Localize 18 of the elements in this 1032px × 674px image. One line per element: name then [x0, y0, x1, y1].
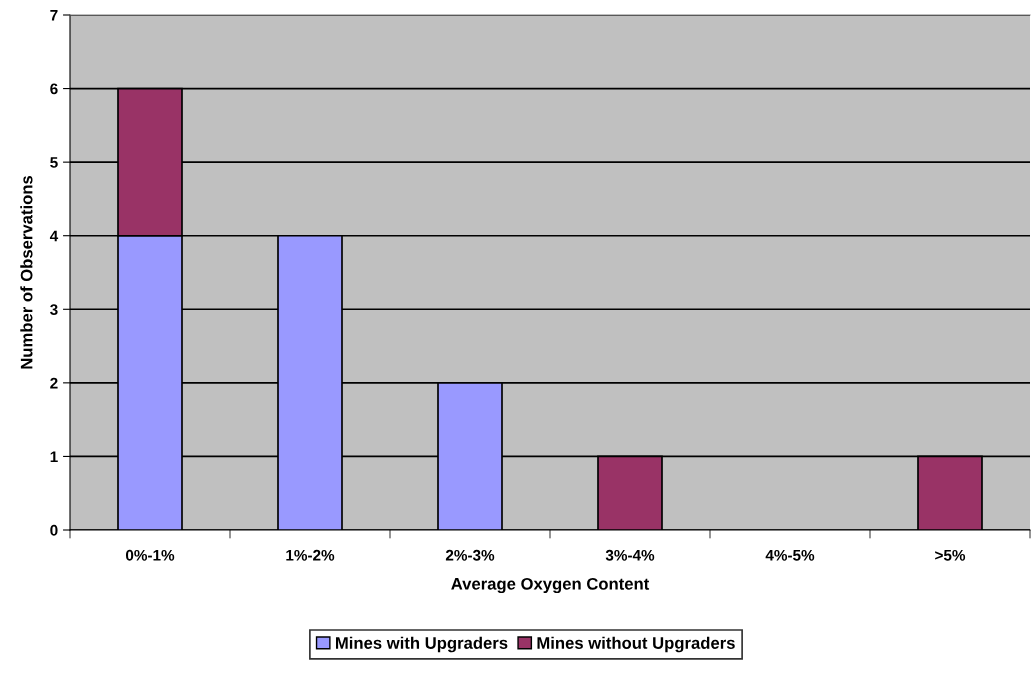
x-axis-title: Average Oxygen Content: [451, 577, 650, 594]
x-tick-label: 3%-4%: [605, 549, 655, 561]
y-tick-label: 7: [50, 10, 58, 21]
x-tick-label: >5%: [935, 549, 966, 561]
y-tick-label: 1: [50, 451, 58, 462]
y-tick-label: 0: [50, 524, 58, 536]
y-tick-label: 6: [50, 83, 58, 95]
legend-label: Mines without Upgraders: [537, 636, 735, 653]
y-axis-title: Number of Observations: [20, 175, 33, 369]
y-tick-label: 2: [50, 377, 58, 389]
y-tick-label: 3: [50, 304, 58, 315]
x-tick-label: 4%-5%: [765, 549, 815, 561]
legend-label: Mines with Upgraders: [335, 636, 508, 653]
y-tick-label: 4: [49, 230, 59, 242]
y-tick-label: 5: [50, 157, 58, 168]
x-tick-label: 2%-3%: [445, 549, 495, 561]
x-tick-label: 0%-1%: [125, 549, 175, 561]
x-tick-label: 1%-2%: [286, 549, 335, 561]
